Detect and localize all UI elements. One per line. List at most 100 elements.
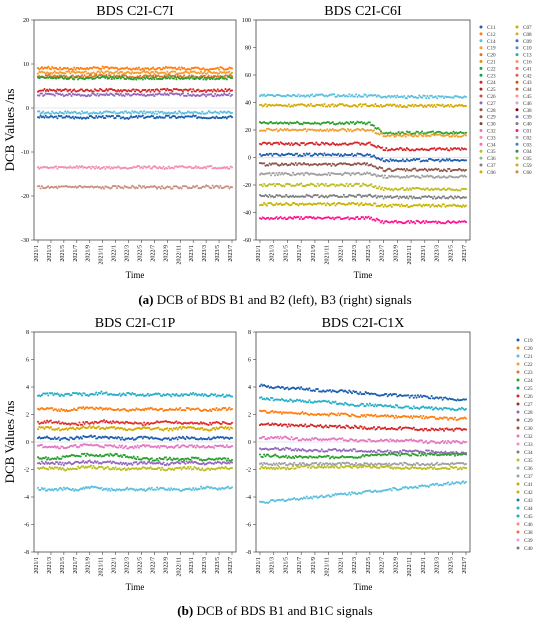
data-point (204, 71, 206, 73)
data-point (191, 76, 193, 78)
data-point (200, 71, 202, 73)
data-point (78, 446, 80, 448)
series-C19 (37, 391, 233, 399)
data-point (76, 409, 78, 411)
data-point (87, 117, 89, 119)
data-point (304, 154, 306, 156)
data-point (417, 131, 419, 133)
data-point (381, 195, 383, 197)
data-point (113, 110, 115, 112)
data-point (100, 391, 102, 393)
data-point (162, 462, 164, 464)
data-point (461, 206, 463, 208)
data-point (288, 103, 290, 105)
data-point (433, 147, 435, 149)
data-point (446, 147, 448, 149)
data-point (403, 95, 405, 97)
data-point (222, 394, 224, 396)
data-point (323, 202, 325, 204)
data-point (315, 185, 317, 187)
data-point (310, 103, 312, 105)
data-point (177, 438, 179, 440)
data-point (102, 115, 104, 117)
data-point (372, 204, 374, 206)
data-point (186, 185, 188, 187)
legend-marker (516, 26, 519, 29)
data-point (157, 460, 159, 462)
data-point (435, 106, 437, 108)
data-point (387, 177, 389, 179)
data-point (274, 185, 276, 187)
data-point (90, 465, 92, 467)
y-tick-label: -40 (243, 211, 251, 217)
legend-marker (480, 143, 483, 146)
data-point (113, 468, 115, 470)
data-point (153, 91, 155, 93)
data-point (231, 186, 233, 188)
data-point (56, 168, 58, 170)
data-point (81, 110, 83, 112)
data-point (71, 95, 73, 97)
data-point (54, 463, 56, 465)
data-point (453, 198, 455, 200)
data-point (280, 155, 282, 157)
legend-label: C40 (523, 122, 532, 128)
data-point (192, 392, 194, 394)
legend-label: C24 (487, 80, 496, 86)
data-point (373, 129, 375, 131)
data-point (47, 457, 49, 459)
data-point (137, 445, 139, 447)
data-point (311, 196, 313, 198)
data-point (67, 67, 69, 69)
data-point (217, 88, 219, 90)
x-tick-label: 2021/3 (47, 557, 53, 574)
legend-marker (516, 95, 519, 98)
data-point (178, 67, 180, 69)
data-point (37, 428, 39, 430)
data-point (124, 95, 126, 97)
data-point (50, 419, 52, 421)
data-point (90, 168, 92, 170)
data-point (113, 426, 115, 428)
legend-label: C46 (523, 101, 532, 107)
data-point (350, 183, 352, 185)
data-point (56, 117, 58, 119)
data-point (98, 90, 100, 92)
data-point (453, 134, 455, 136)
data-point (165, 456, 167, 458)
data-point (84, 453, 86, 455)
y-tick-label: -20 (21, 194, 29, 200)
data-point (58, 436, 60, 438)
data-point (432, 198, 434, 200)
data-point (380, 130, 382, 132)
data-point (355, 93, 357, 95)
x-axis-label: Time (126, 270, 145, 280)
data-point (358, 172, 360, 174)
data-point (157, 445, 159, 447)
legend-label: C35 (487, 149, 496, 155)
data-point (84, 423, 86, 425)
y-tick-label: 6 (26, 358, 29, 364)
data-point (405, 177, 407, 179)
data-point (348, 93, 350, 95)
data-point (84, 392, 86, 394)
legend-label: C59 (523, 163, 532, 169)
data-point (90, 94, 92, 96)
data-point (383, 197, 385, 199)
data-point (58, 427, 60, 429)
data-point (383, 177, 385, 179)
data-point (94, 117, 96, 119)
data-point (278, 172, 280, 174)
y-tick-label: 20 (23, 18, 29, 24)
data-point (224, 457, 226, 459)
series-C44 (37, 485, 233, 492)
legend-marker (480, 170, 483, 173)
legend-marker (480, 26, 483, 29)
y-tick-label: 0 (26, 106, 29, 112)
data-point (192, 468, 194, 470)
data-point (72, 116, 74, 118)
data-point (205, 95, 207, 97)
x-tick-label: 2022/5 (137, 557, 143, 574)
x-tick-label: 2023/3 (202, 557, 208, 574)
